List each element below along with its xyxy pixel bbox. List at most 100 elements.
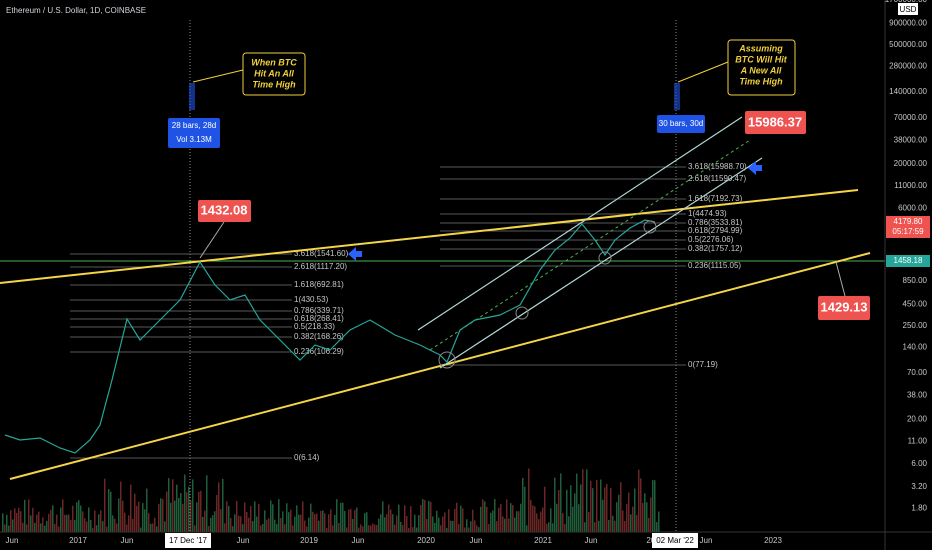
- time-tick-label: Jun: [237, 536, 250, 545]
- volume-bar: [186, 492, 188, 532]
- range-label: Vol 3.13M: [176, 135, 212, 144]
- volume-bar: [178, 498, 180, 532]
- volume-bar: [362, 526, 364, 532]
- volume-bar: [132, 518, 134, 532]
- volume-bar: [38, 511, 40, 532]
- volume-bar: [20, 511, 22, 532]
- volume-bar: [240, 516, 242, 532]
- volume-bar: [646, 502, 648, 532]
- volume-bar: [158, 503, 160, 532]
- volume-bar: [242, 524, 244, 532]
- volume-bar: [394, 524, 396, 532]
- volume-bar: [62, 499, 64, 532]
- volume-bar: [290, 509, 292, 532]
- volume-bar: [650, 497, 652, 532]
- volume-bar: [338, 522, 340, 532]
- volume-bar: [148, 513, 150, 532]
- volume-bar: [54, 523, 56, 532]
- volume-bar: [76, 502, 78, 532]
- volume-bar: [50, 509, 52, 532]
- volume-bar: [468, 527, 470, 532]
- volume-bar: [378, 518, 380, 532]
- volume-bar: [30, 515, 32, 532]
- volume-bar: [2, 513, 4, 532]
- volume-bar: [618, 494, 620, 532]
- fib-label: 1.618(7192.73): [688, 194, 743, 203]
- fib-label: 0(77.19): [688, 360, 718, 369]
- fib-label: 0.382(1757.12): [688, 244, 743, 253]
- volume-bar: [326, 527, 328, 532]
- time-tick-label: Jun: [121, 536, 134, 545]
- volume-bar: [92, 527, 94, 532]
- time-tick-label: 2019: [300, 536, 318, 545]
- volume-bar: [606, 484, 608, 532]
- volume-bar: [566, 489, 568, 532]
- volume-bar: [32, 507, 34, 532]
- price-tick-label: 11000.00: [894, 181, 927, 190]
- range-bar: [189, 83, 195, 110]
- fib-label: 0.618(268.41): [294, 314, 344, 323]
- time-tick-label: 2020: [417, 536, 435, 545]
- volume-bar: [370, 525, 372, 532]
- volume-bar: [434, 522, 436, 532]
- level-tag: [886, 255, 930, 267]
- touch-circle: [598, 251, 612, 265]
- volume-bar: [558, 490, 560, 532]
- price-tick-label: 250.00: [903, 321, 928, 330]
- volume-bar: [184, 474, 186, 532]
- volume-bar: [644, 493, 646, 532]
- price-tick-label: 850.00: [903, 276, 928, 285]
- fib-label: 2.618(11590.47): [688, 174, 746, 183]
- price-tick-label: 20.00: [907, 414, 928, 423]
- volume-bar: [460, 505, 462, 532]
- fib-label: 0.786(339.71): [294, 306, 344, 315]
- volume-bar: [22, 522, 24, 532]
- volume-bar: [220, 509, 222, 532]
- volume-bar: [508, 518, 510, 532]
- price-tick-label: 140000.00: [889, 87, 927, 96]
- volume-bar: [462, 508, 464, 532]
- volume-bar: [382, 501, 384, 532]
- volume-bar: [396, 515, 398, 532]
- volume-bar: [570, 485, 572, 532]
- volume-bar: [562, 513, 564, 532]
- time-marker-box: [165, 533, 211, 548]
- volume-bar: [134, 493, 136, 532]
- trend-line: [9, 252, 871, 480]
- volume-bar: [66, 514, 68, 532]
- range-box: [657, 115, 705, 133]
- volume-bar: [192, 479, 194, 532]
- volume-bar: [324, 513, 326, 532]
- volume-bar: [580, 484, 582, 532]
- volume-bar: [26, 524, 28, 532]
- volume-bar: [536, 513, 538, 532]
- volume-bar: [298, 514, 300, 532]
- volume-bar: [138, 501, 140, 532]
- currency-box: [898, 3, 918, 15]
- volume-bar: [488, 524, 490, 532]
- volume-bar: [498, 507, 500, 532]
- volume-bar: [510, 503, 512, 532]
- volume-bar: [98, 514, 100, 532]
- volume-bar: [446, 527, 448, 532]
- volume-bar: [486, 506, 488, 532]
- volume-bar: [550, 508, 552, 532]
- volume-bar: [180, 493, 182, 532]
- volume-bar: [82, 511, 84, 532]
- volume-bar: [118, 498, 120, 532]
- fib-label: 3.618(1541.60): [294, 249, 349, 258]
- volume-bar: [642, 502, 644, 532]
- volume-bar: [198, 491, 200, 532]
- volume-bar: [354, 510, 356, 532]
- volume-bar: [538, 519, 540, 532]
- volume-bar: [594, 522, 596, 532]
- time-marker: 02 Mar '22: [656, 536, 694, 545]
- price-tick-label: 1700000.00: [885, 0, 928, 4]
- price-tick-label: 38.00: [907, 391, 928, 400]
- volume-bar: [80, 505, 82, 532]
- volume-bar: [122, 500, 124, 532]
- volume-bar: [246, 511, 248, 532]
- volume-bar: [90, 519, 92, 532]
- note-line-text: Hit An All: [254, 68, 294, 78]
- price-tick-label: 3.20: [911, 482, 927, 491]
